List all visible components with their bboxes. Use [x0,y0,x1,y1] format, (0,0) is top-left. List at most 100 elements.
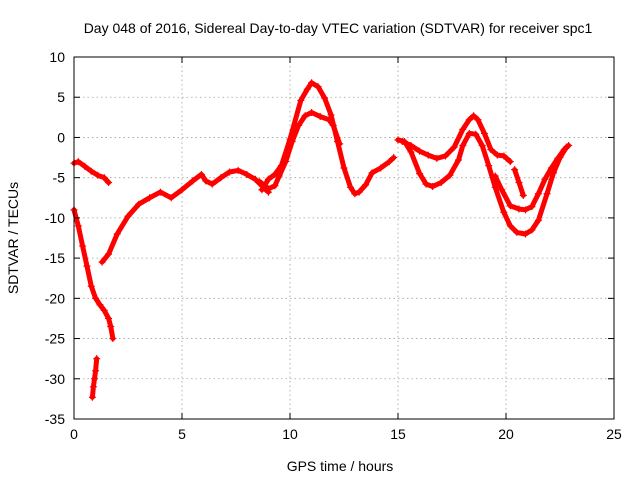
x-tick-label: 10 [282,426,298,442]
data-point [271,182,279,190]
data-point [74,222,82,230]
y-axis-label: SDTVAR / TECUs [5,182,21,294]
data-point [256,178,264,186]
data-point [87,167,95,175]
data-point [541,175,549,183]
y-tick-label: -20 [45,290,65,306]
data-point [554,154,562,162]
data-point [336,140,344,148]
data-point [100,174,108,182]
data-point [282,158,290,166]
data-point [92,294,100,302]
data-point [351,190,359,198]
data-point [442,152,450,160]
data-point [251,175,259,183]
data-point [234,166,242,174]
data-point [513,228,521,236]
data-point [340,164,348,172]
data-point [105,314,113,322]
x-tick-label: 15 [390,426,406,442]
data-point [398,137,406,145]
data-point [105,250,113,258]
chart-title: Day 048 of 2016, Sidereal Day-to-day VTE… [84,20,593,36]
data-point [156,188,164,196]
series-arc-4 [98,166,272,266]
y-tick-label: 10 [49,49,65,65]
data-point [491,183,499,191]
y-tick-label: 0 [57,129,65,145]
data-point [519,191,527,199]
x-tick-label: 20 [498,426,514,442]
y-tick-label: -35 [45,411,65,427]
data-point [297,96,305,104]
data-point [534,190,542,198]
data-point [316,113,324,121]
data-point [243,170,251,178]
data-point [321,94,329,102]
data-point [454,156,462,164]
data-point [325,116,333,124]
data-point [433,154,441,162]
data-point [459,125,467,133]
data-point [459,141,467,149]
data-point [178,186,186,194]
y-tick-label: -10 [45,210,65,226]
data-point [472,130,480,138]
series-line [99,167,271,265]
data-point [528,226,536,234]
data-point [515,205,523,213]
data-point [167,194,175,202]
data-point [226,168,234,176]
data-point [124,212,132,220]
y-tick-label: -5 [53,170,66,186]
data-point [547,164,555,172]
series-line [71,207,116,342]
data-point [314,83,322,91]
series-arc-10 [511,166,527,199]
data-point [511,166,519,174]
data-point [416,170,424,178]
data-point [565,141,573,149]
data-point [327,111,335,119]
data-point [346,183,354,191]
data-point [560,146,568,154]
tick-layer: 0 5 10 15 20 25 10 5 0 -5 -10 -15 -20 -25 -30 -35 [45,49,622,442]
data-point [407,141,415,149]
data-point [88,393,96,401]
data-point [446,171,454,179]
x-tick-label: 5 [178,426,186,442]
data-point [493,151,501,159]
data-point [515,178,523,186]
series-line [399,113,513,165]
data-point [491,172,499,180]
x-tick-label: 0 [70,426,78,442]
series-arc-9 [491,141,573,214]
data-point [500,208,508,216]
data-point [105,178,113,186]
data-point [146,194,154,202]
data-point [135,200,143,208]
data-point [506,222,514,230]
data-point [528,203,536,211]
y-tick-label: -30 [45,371,65,387]
data-point [543,190,551,198]
data-point [264,175,272,183]
data-point [394,136,402,144]
data-point [500,152,508,160]
data-point [93,355,101,363]
data-point [416,147,424,155]
series-arc-8 [398,112,514,166]
data-point [407,148,415,156]
series-arc-2 [70,206,117,343]
series-layer [70,79,573,401]
data-point [362,181,370,189]
y-tick-label: -25 [45,331,65,347]
data-point [74,158,82,166]
data-point [107,322,115,330]
data-point [487,146,495,154]
data-point [92,367,100,375]
data-point [485,162,493,170]
data-point [498,186,506,194]
data-point [208,180,216,188]
data-point [437,178,445,186]
